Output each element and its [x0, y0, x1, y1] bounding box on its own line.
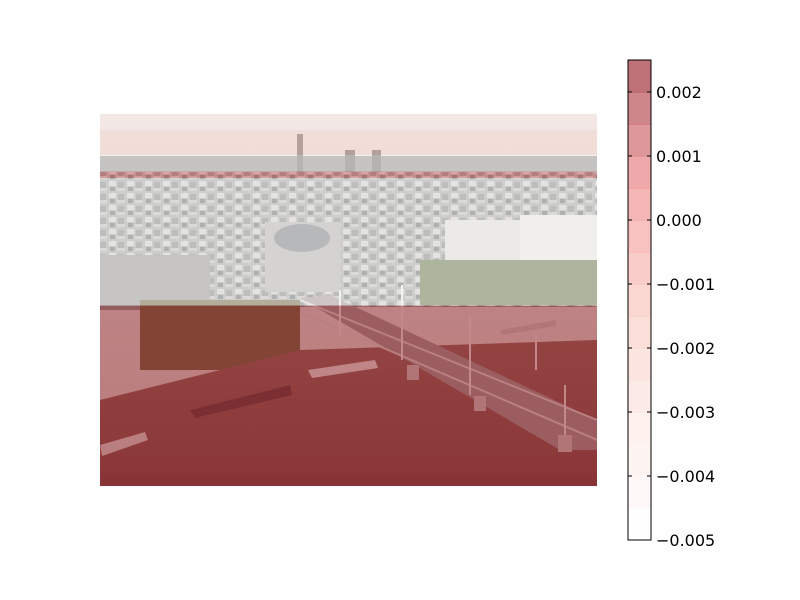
colorbar-band-1: [628, 476, 651, 509]
colorbar-tick-label: −0.005: [656, 531, 715, 550]
overlay-row-2: [100, 154, 597, 172]
colorbar-tick-label: 0.001: [656, 147, 702, 166]
colorbar-band-11: [628, 156, 651, 189]
colorbar-tick-label: −0.004: [656, 467, 715, 486]
colorbar-band-0: [628, 508, 651, 541]
colorbar: [628, 60, 651, 541]
colorbar-tick-label: 0.000: [656, 211, 702, 230]
colorbar-band-10: [628, 188, 651, 221]
overlay-row-0: [100, 114, 597, 131]
colorbar-frame: [627, 59, 652, 541]
colorbar-tick-label: −0.002: [656, 339, 715, 358]
overlay-row-1: [100, 130, 597, 155]
colorbar-band-13: [628, 92, 651, 125]
overlay-row-4: [100, 177, 597, 306]
colorbar-tick-label: −0.003: [656, 403, 715, 422]
colorbar-band-2: [628, 444, 651, 477]
overlay-row-5: [100, 305, 597, 473]
colorbar-band-6: [628, 316, 651, 349]
overlay-row-3: [100, 171, 597, 178]
colorbar-band-12: [628, 124, 651, 157]
colorbar-tick-label: −0.001: [656, 275, 715, 294]
colorbar-band-8: [628, 252, 651, 285]
colorbar-band-7: [628, 284, 651, 317]
colorbar-band-9: [628, 220, 651, 253]
colorbar-tick-label: 0.002: [656, 83, 702, 102]
colorbar-band-5: [628, 348, 651, 381]
colorbar-band-14: [628, 60, 651, 93]
overlay-row-6: [100, 472, 597, 486]
colorbar-ticks: 0.002 0.001 0.000 −0.001 −0.002 −0.003 −0.004 −…: [628, 83, 715, 550]
colorbar-band-3: [628, 412, 651, 445]
colorbar-band-4: [628, 380, 651, 413]
heatmap-overlay: [100, 114, 597, 486]
